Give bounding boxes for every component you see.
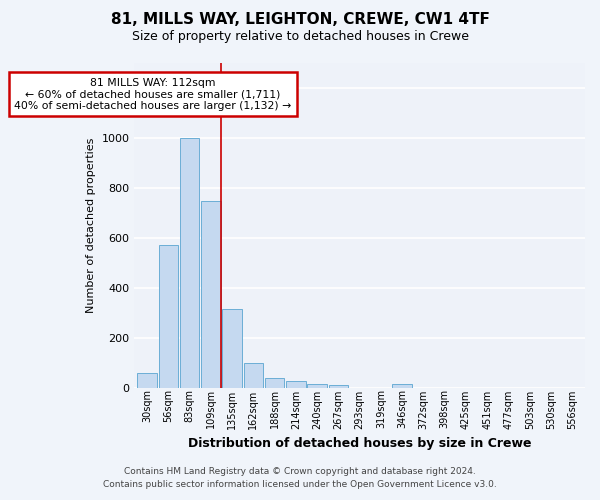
Bar [265, 378, 284, 388]
Text: Size of property relative to detached houses in Crewe: Size of property relative to detached ho… [131, 30, 469, 43]
Bar [180, 138, 199, 388]
Bar [223, 309, 242, 388]
Bar [244, 364, 263, 388]
Bar [137, 373, 157, 388]
Text: 81 MILLS WAY: 112sqm
← 60% of detached houses are smaller (1,711)
40% of semi-de: 81 MILLS WAY: 112sqm ← 60% of detached h… [14, 78, 292, 110]
Bar [329, 386, 348, 388]
Bar [286, 382, 305, 388]
Bar [201, 202, 221, 388]
X-axis label: Distribution of detached houses by size in Crewe: Distribution of detached houses by size … [188, 437, 532, 450]
Text: 81, MILLS WAY, LEIGHTON, CREWE, CW1 4TF: 81, MILLS WAY, LEIGHTON, CREWE, CW1 4TF [110, 12, 490, 28]
Bar [392, 384, 412, 388]
Bar [158, 245, 178, 388]
Y-axis label: Number of detached properties: Number of detached properties [86, 138, 96, 313]
Bar [307, 384, 327, 388]
Text: Contains HM Land Registry data © Crown copyright and database right 2024.
Contai: Contains HM Land Registry data © Crown c… [103, 467, 497, 489]
